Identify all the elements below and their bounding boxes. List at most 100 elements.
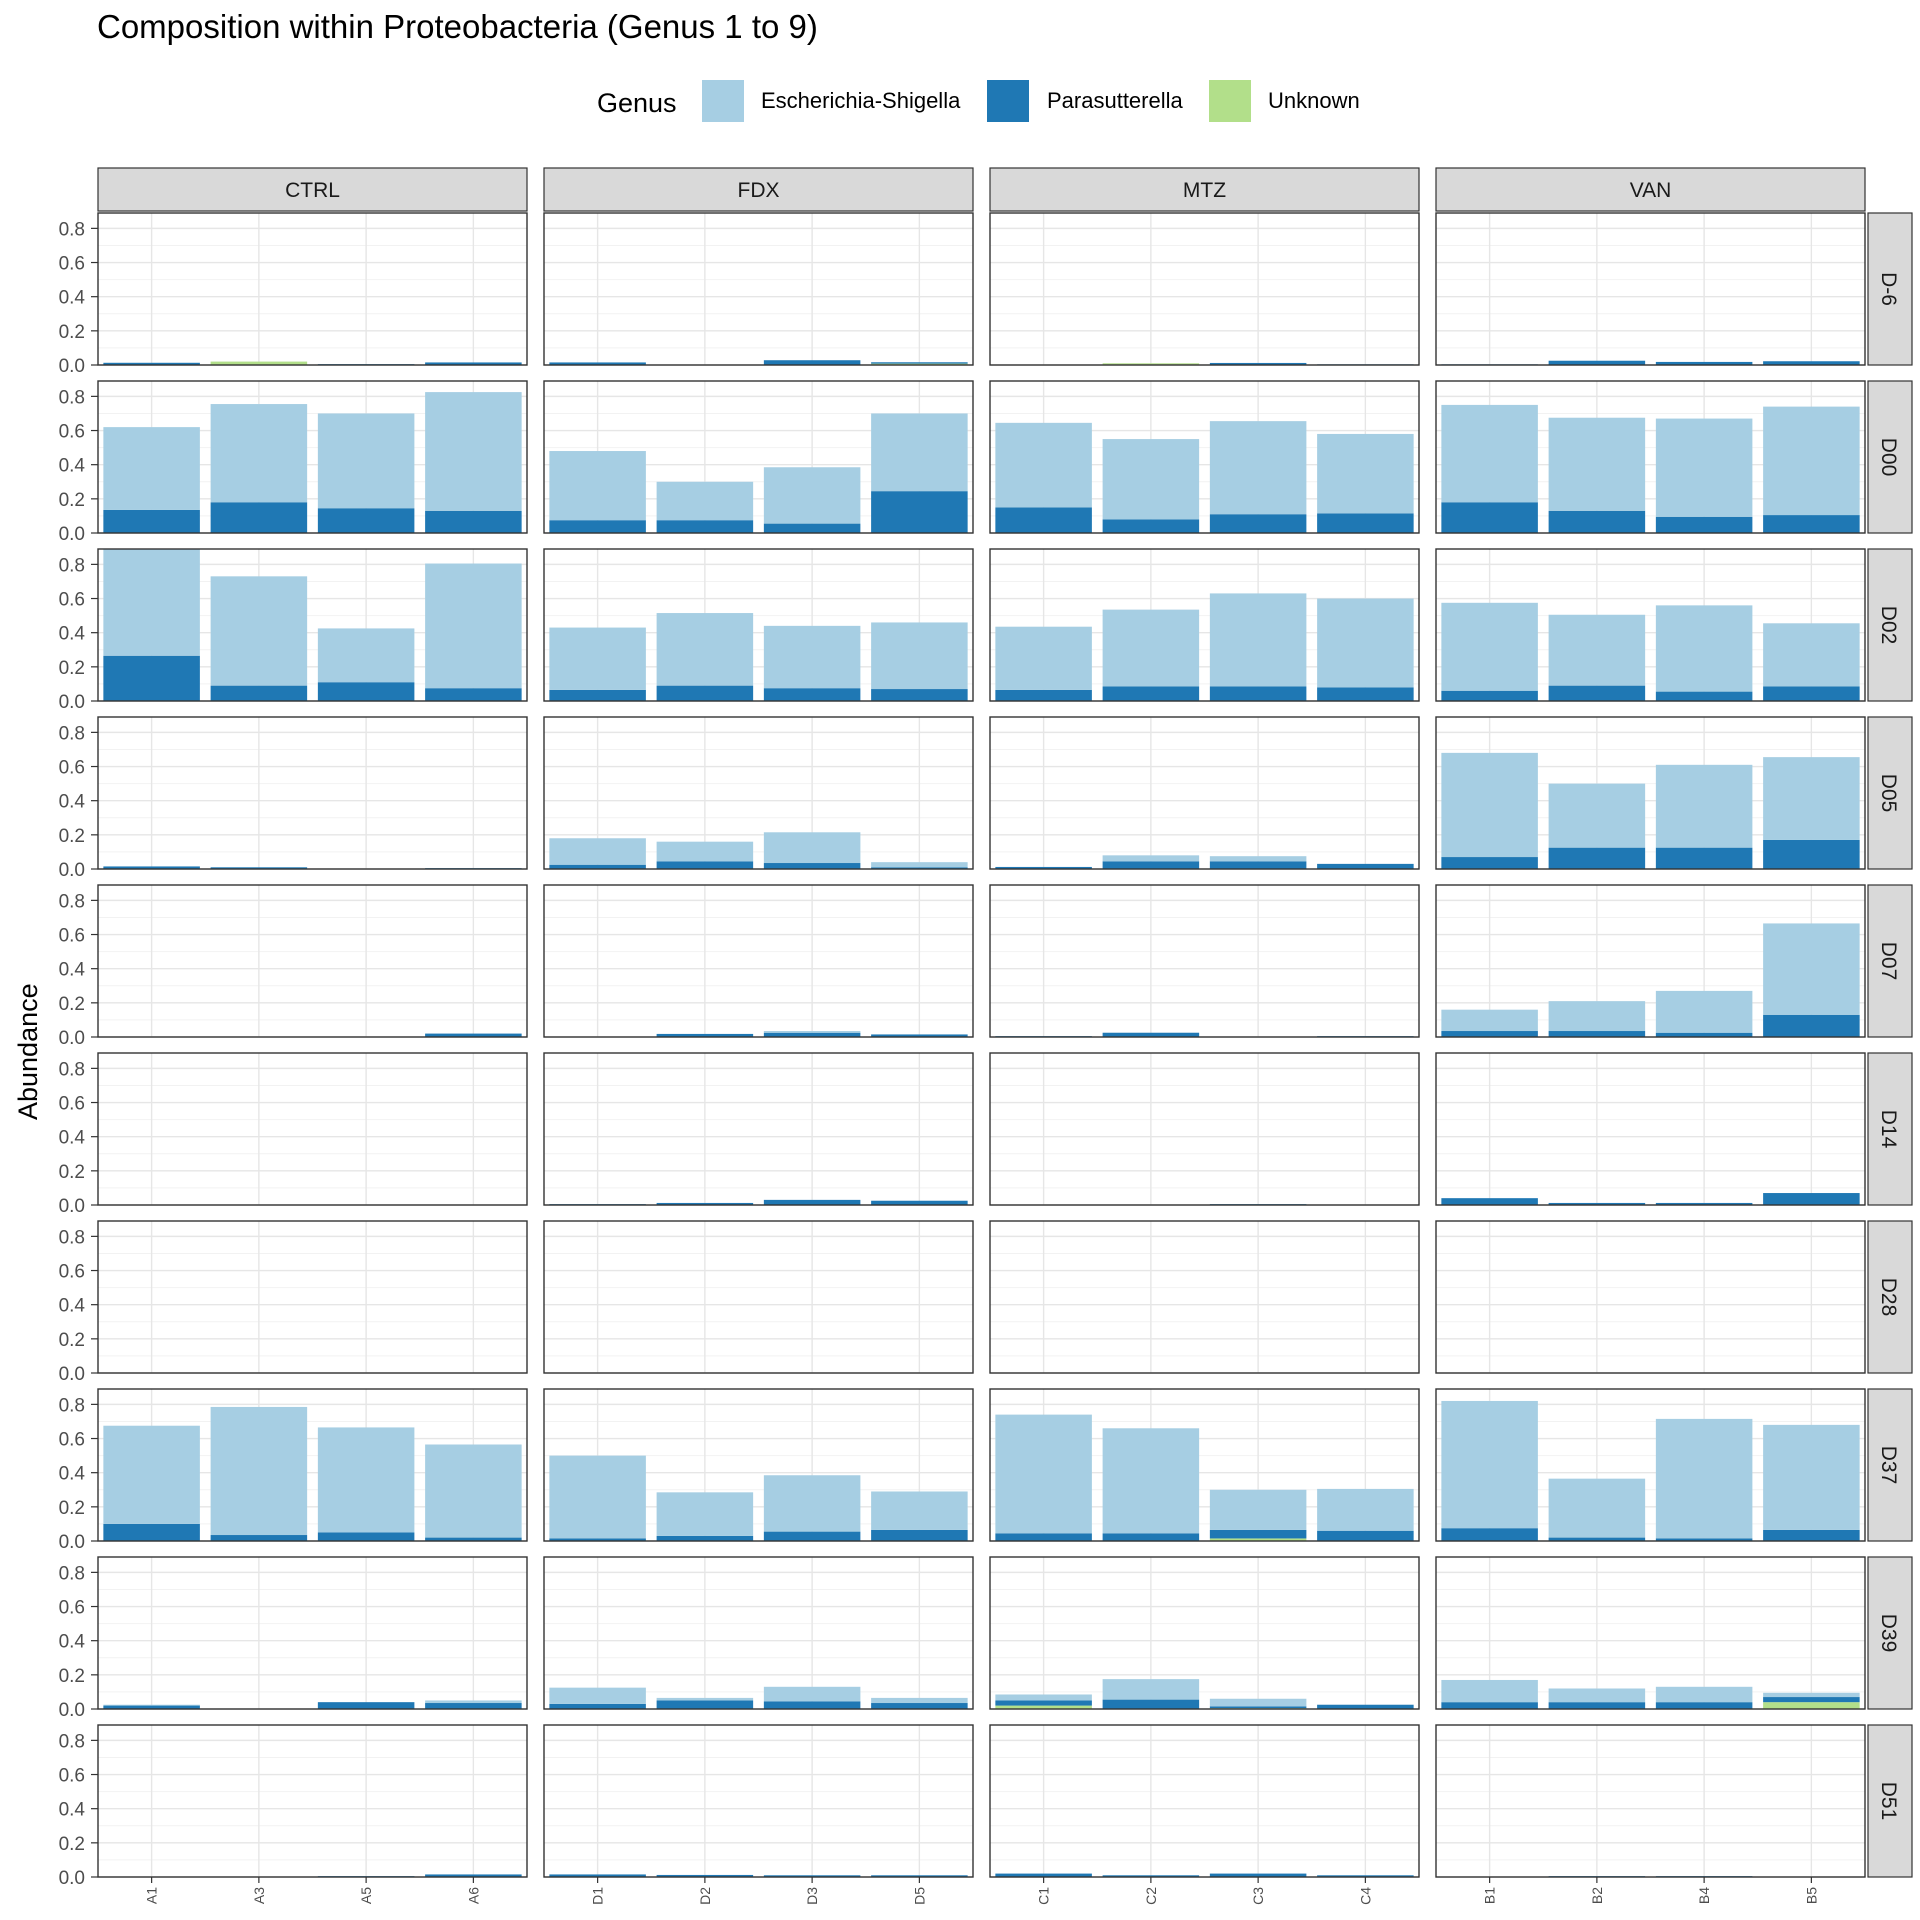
bar-d02-d3-parasutterella [763, 688, 861, 701]
bar-d02-d2-escherichia-shigella [656, 613, 754, 686]
y-tick-label: 0.2 [59, 658, 85, 679]
bar-d00-c2-escherichia-shigella [1102, 439, 1200, 520]
bar-d39-c2-parasutterella [1102, 1699, 1200, 1709]
bar-d37-b5-parasutterella [1763, 1529, 1860, 1541]
bar-d39-a6-escherichia-shigella [425, 1700, 522, 1704]
x-tick-label-d5: D5 [911, 1887, 927, 1905]
y-tick-label: 0.0 [59, 1028, 85, 1049]
bar-d37-b1-parasutterella [1441, 1528, 1538, 1541]
bar-d14-d5-parasutterella [871, 1200, 968, 1205]
bar-d02-d1-parasutterella [549, 689, 646, 701]
bar-d00-b1-escherichia-shigella [1441, 404, 1538, 503]
bar-d02-a6-parasutterella [425, 688, 522, 701]
y-tick-label: 0.2 [59, 994, 85, 1015]
y-tick-label: 0.4 [59, 792, 86, 813]
bar-d02-a3-escherichia-shigella [210, 576, 308, 686]
panel-border [1435, 1388, 1866, 1542]
panel-border [989, 212, 1420, 366]
bar-d37-c3-parasutterella [1209, 1529, 1307, 1539]
x-tick-label-b2: B2 [1589, 1887, 1605, 1904]
panel-background [990, 717, 1419, 869]
y-tick-label: 0.2 [59, 826, 85, 847]
bar-d39-b5-parasutterella [1763, 1697, 1860, 1703]
panel-border [1435, 884, 1866, 1038]
facet-row-strip-d05 [1867, 716, 1913, 870]
panel-background [1436, 1053, 1865, 1205]
legend-label-parasutterella: Parasutterella [1047, 88, 1183, 113]
bar-d02-b2-escherichia-shigella [1548, 614, 1646, 686]
panel-border [989, 716, 1420, 870]
facet-row-strip-d14 [1867, 1052, 1913, 1206]
facet-row-label-d07: D07 [1877, 942, 1900, 981]
bar-d00-d5-escherichia-shigella [871, 413, 968, 492]
x-tick-label-c3: C3 [1250, 1887, 1266, 1905]
panel-border [1435, 380, 1866, 534]
bar-d39-c1-parasutterella [995, 1700, 1092, 1706]
bar-d-6-b5-parasutterella [1763, 361, 1860, 365]
y-tick-label: 0.2 [59, 322, 85, 343]
x-tick-label-a5: A5 [358, 1887, 374, 1904]
bar-d39-d3-escherichia-shigella [763, 1686, 861, 1702]
facet-row-strip-d39 [1867, 1556, 1913, 1710]
facet-row-strip-d37 [1867, 1388, 1913, 1542]
facet-row-label-d28: D28 [1877, 1278, 1900, 1317]
y-tick-label: 0.0 [59, 1700, 85, 1721]
bar-d05-d5-parasutterella [871, 867, 968, 869]
bar-d02-c1-escherichia-shigella [995, 626, 1092, 690]
bar-d39-b4-escherichia-shigella [1655, 1686, 1753, 1703]
bar-d14-b1-parasutterella [1441, 1198, 1538, 1205]
x-tick-label-d1: D1 [590, 1887, 606, 1905]
bar-d51-d3-parasutterella [763, 1875, 861, 1877]
y-tick-label: 0.2 [59, 1666, 85, 1687]
panel-border [1435, 1220, 1866, 1374]
y-tick-label: 0.0 [59, 1196, 85, 1217]
y-tick-label: 0.4 [59, 624, 86, 645]
bar-d00-b1-parasutterella [1441, 502, 1538, 533]
bar-d37-b2-parasutterella [1548, 1537, 1646, 1541]
bar-d02-a3-parasutterella [210, 685, 308, 701]
bar-d05-c2-escherichia-shigella [1102, 855, 1200, 862]
x-tick-label-d2: D2 [697, 1887, 713, 1905]
bar-d07-b5-escherichia-shigella [1763, 923, 1860, 1015]
y-axis-title: Abundance [13, 983, 43, 1120]
bar-d37-c3-escherichia-shigella [1209, 1489, 1307, 1530]
panel-background [990, 1053, 1419, 1205]
panel-border [543, 380, 974, 534]
y-tick-label: 0.6 [59, 1598, 85, 1619]
bar-d37-c2-escherichia-shigella [1102, 1428, 1200, 1534]
bar-d00-a3-escherichia-shigella [210, 404, 308, 503]
bar-d02-d5-escherichia-shigella [871, 622, 968, 690]
panel-border [97, 1556, 528, 1710]
bar-d02-a1-escherichia-shigella [103, 549, 200, 656]
bar-d05-b2-escherichia-shigella [1548, 783, 1646, 848]
y-tick-label: 0.4 [59, 1464, 86, 1485]
bar-d14-d2-parasutterella [656, 1202, 754, 1205]
bar-d39-c4-parasutterella [1317, 1704, 1414, 1709]
bar-d51-a6-parasutterella [425, 1874, 522, 1877]
bar-d00-c3-parasutterella [1209, 514, 1307, 533]
bar-d-6-d3-parasutterella [763, 360, 861, 365]
bar-d51-d5-parasutterella [871, 1875, 968, 1877]
panel-border [989, 884, 1420, 1038]
legend: Genus Escherichia-Shigella Parasutterell… [0, 78, 1920, 128]
bar-d00-c2-parasutterella [1102, 519, 1200, 533]
panel-border [1435, 1556, 1866, 1710]
bar-d02-c3-escherichia-shigella [1209, 593, 1307, 687]
panel-border [97, 212, 528, 366]
y-tick-label: 0.0 [59, 524, 85, 545]
bar-d37-d1-escherichia-shigella [549, 1455, 646, 1539]
bar-d00-c3-escherichia-shigella [1209, 421, 1307, 515]
y-tick-label: 0.0 [59, 356, 85, 377]
bar-d37-d2-escherichia-shigella [656, 1492, 754, 1536]
bar-d00-c4-parasutterella [1317, 513, 1414, 533]
bar-d37-b4-parasutterella [1655, 1538, 1753, 1541]
bar-d51-c4-parasutterella [1317, 1875, 1414, 1877]
bar-d02-c4-escherichia-shigella [1317, 598, 1414, 688]
panel-border [989, 1220, 1420, 1374]
x-tick-label-a1: A1 [144, 1887, 160, 1904]
bar-d05-d1-escherichia-shigella [549, 838, 646, 865]
bar-d00-d2-escherichia-shigella [656, 481, 754, 521]
bar-d39-d1-escherichia-shigella [549, 1687, 646, 1704]
panel-border [97, 884, 528, 1038]
y-tick-label: 0.6 [59, 1094, 85, 1115]
